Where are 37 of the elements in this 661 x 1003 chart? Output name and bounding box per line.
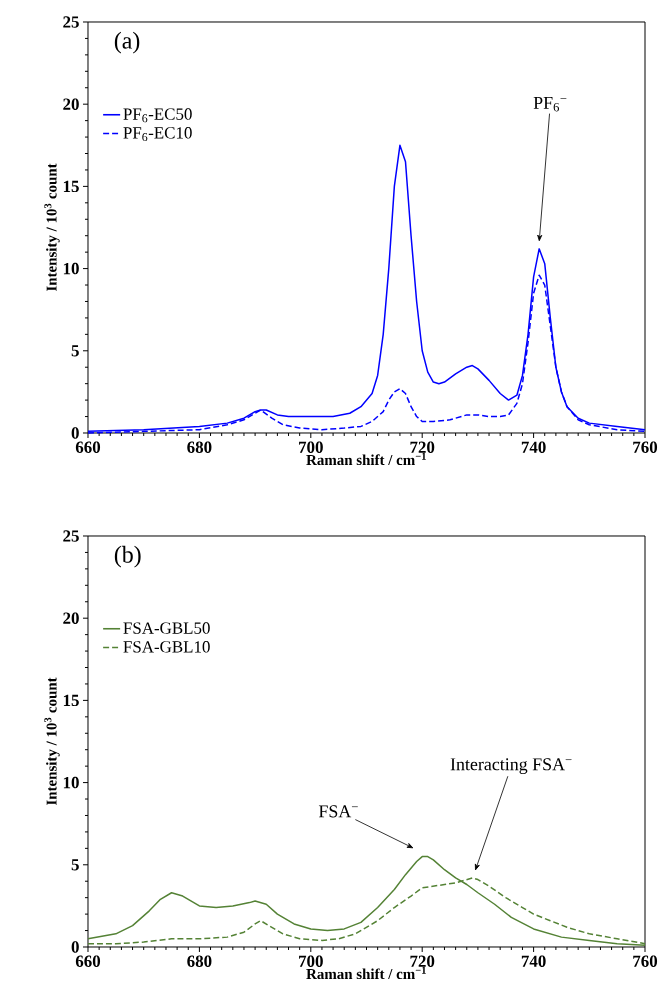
- x-tick-label: 760: [633, 441, 658, 453]
- chart-title: (b): [114, 545, 141, 568]
- x-tick-label: 660: [75, 955, 101, 967]
- legend-label: PF$_{6}$-EC50: [123, 108, 192, 123]
- legend-label: PF$_{6}$-EC10: [123, 127, 192, 142]
- y-tick-label: 25: [63, 16, 79, 28]
- annotation: Interacting FSA$^{−}$: [450, 758, 572, 775]
- x-tick-label: 680: [187, 955, 212, 967]
- y-tick-label: 15: [63, 694, 79, 707]
- x-tick-label: 720: [410, 441, 435, 453]
- annotation: PF$_{6}$−: [533, 96, 567, 112]
- y-tick-label: 5: [71, 345, 79, 357]
- x-tick-label: 680: [187, 441, 212, 453]
- chart-title: (a): [114, 31, 140, 54]
- x-tick-label: 700: [299, 955, 323, 967]
- y-tick-label: 25: [63, 530, 79, 542]
- y-axis-title: Intensity / 10$^{3}$ count: [44, 677, 60, 806]
- y-axis-title: Intensity / 10$^{3}$ count: [44, 163, 60, 292]
- x-tick-label: 660: [75, 441, 101, 453]
- legend-label: FSA-GBL50: [123, 622, 210, 634]
- y-tick-label: 15: [63, 180, 79, 193]
- y-tick-label: 5: [71, 859, 79, 871]
- x-tick-label: 760: [633, 955, 658, 967]
- x-tick-label: 740: [521, 441, 546, 453]
- x-tick-label: 700: [299, 441, 323, 453]
- legend-label: FSA-GBL10: [123, 641, 210, 653]
- y-tick-label: 0: [71, 941, 79, 953]
- x-tick-label: 720: [410, 955, 435, 967]
- x-axis-title: Raman shift / cm$^{−1}$: [306, 966, 426, 980]
- y-tick-label: 0: [71, 427, 79, 439]
- y-tick-label: 10: [63, 262, 79, 275]
- annotation: FSA$^{−}$: [318, 805, 358, 818]
- y-tick-label: 20: [63, 98, 79, 110]
- x-tick-label: 740: [521, 955, 546, 967]
- y-tick-label: 20: [63, 612, 79, 624]
- y-tick-label: 10: [63, 776, 79, 789]
- x-axis-title: Raman shift / cm$^{−1}$: [306, 452, 426, 466]
